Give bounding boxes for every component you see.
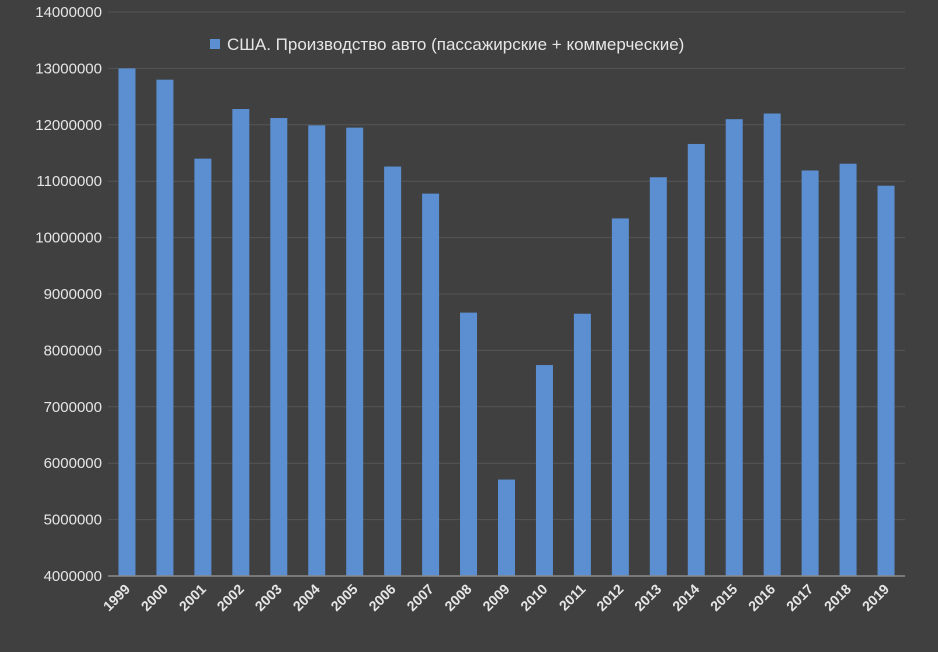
y-tick-label: 12000000 — [35, 117, 102, 134]
x-tick-label: 2012 — [593, 581, 626, 614]
x-tick-label: 2016 — [745, 581, 778, 614]
gridlines — [108, 11, 905, 521]
bar-2017 — [801, 170, 819, 576]
x-tick-label: 2008 — [441, 581, 474, 614]
bar-2018 — [839, 163, 857, 576]
y-tick-label: 14000000 — [35, 4, 102, 21]
y-tick-label: 8000000 — [44, 342, 102, 359]
x-tick-label: 2019 — [859, 581, 892, 614]
bar-2013 — [649, 177, 667, 576]
y-tick-label: 4000000 — [44, 568, 102, 585]
y-tick-label: 11000000 — [36, 173, 102, 190]
bars — [118, 68, 895, 577]
y-tick-label: 13000000 — [35, 60, 102, 77]
bar-2004 — [308, 125, 326, 576]
x-tick-label: 2017 — [783, 581, 816, 614]
x-tick-label: 2002 — [214, 581, 247, 614]
x-tick-label: 1999 — [100, 581, 133, 614]
x-tick-label: 2004 — [290, 581, 323, 614]
x-tick-label: 2007 — [403, 581, 436, 614]
bar-2009 — [498, 479, 515, 576]
y-tick-label: 9000000 — [44, 286, 102, 303]
x-tick-label: 2014 — [669, 581, 702, 614]
x-tick-label: 2010 — [517, 581, 550, 614]
x-tick-label: 2000 — [138, 581, 171, 614]
y-tick-label: 7000000 — [44, 399, 102, 416]
bar-2015 — [725, 119, 743, 576]
bar-2002 — [232, 109, 250, 577]
bar-1999 — [118, 68, 136, 577]
bar-2016 — [763, 113, 781, 577]
y-tick-label: 10000000 — [35, 230, 102, 247]
y-tick-label: 6000000 — [44, 455, 102, 472]
bar-2008 — [460, 312, 478, 576]
legend-swatch — [210, 39, 220, 49]
bar-2019 — [877, 185, 895, 576]
legend: США. Производство авто (пассажирские + к… — [210, 35, 684, 54]
x-tick-label: 2018 — [821, 581, 854, 614]
y-tick-label: 5000000 — [44, 512, 102, 529]
x-tick-label: 2015 — [707, 581, 740, 614]
bar-2010 — [535, 365, 553, 576]
x-tick-label: 2006 — [365, 581, 398, 614]
bar-2006 — [384, 166, 402, 576]
x-axis-tick-labels: 1999 2000 2001 2002 2003 2004 2005 2006 2007 2008… — [100, 581, 893, 614]
bar-2001 — [194, 158, 212, 576]
bar-2012 — [611, 218, 629, 576]
bar-2003 — [270, 118, 288, 577]
x-tick-label: 2001 — [176, 581, 209, 614]
x-tick-label: 2003 — [252, 581, 285, 614]
legend-label: США. Производство авто (пассажирские + к… — [227, 35, 684, 54]
bar-2011 — [573, 313, 591, 576]
bar-2007 — [422, 193, 440, 576]
x-tick-label: 2013 — [631, 581, 664, 614]
x-tick-label: 2005 — [327, 581, 360, 614]
x-tick-label: 2011 — [556, 581, 589, 614]
bar-2005 — [346, 127, 364, 577]
y-axis-tick-labels: 4000000 5000000 6000000 7000000 8000000 90000… — [35, 4, 102, 585]
bar-2000 — [156, 79, 174, 577]
bar-2014 — [687, 143, 705, 576]
x-tick-label: 2009 — [479, 581, 512, 614]
